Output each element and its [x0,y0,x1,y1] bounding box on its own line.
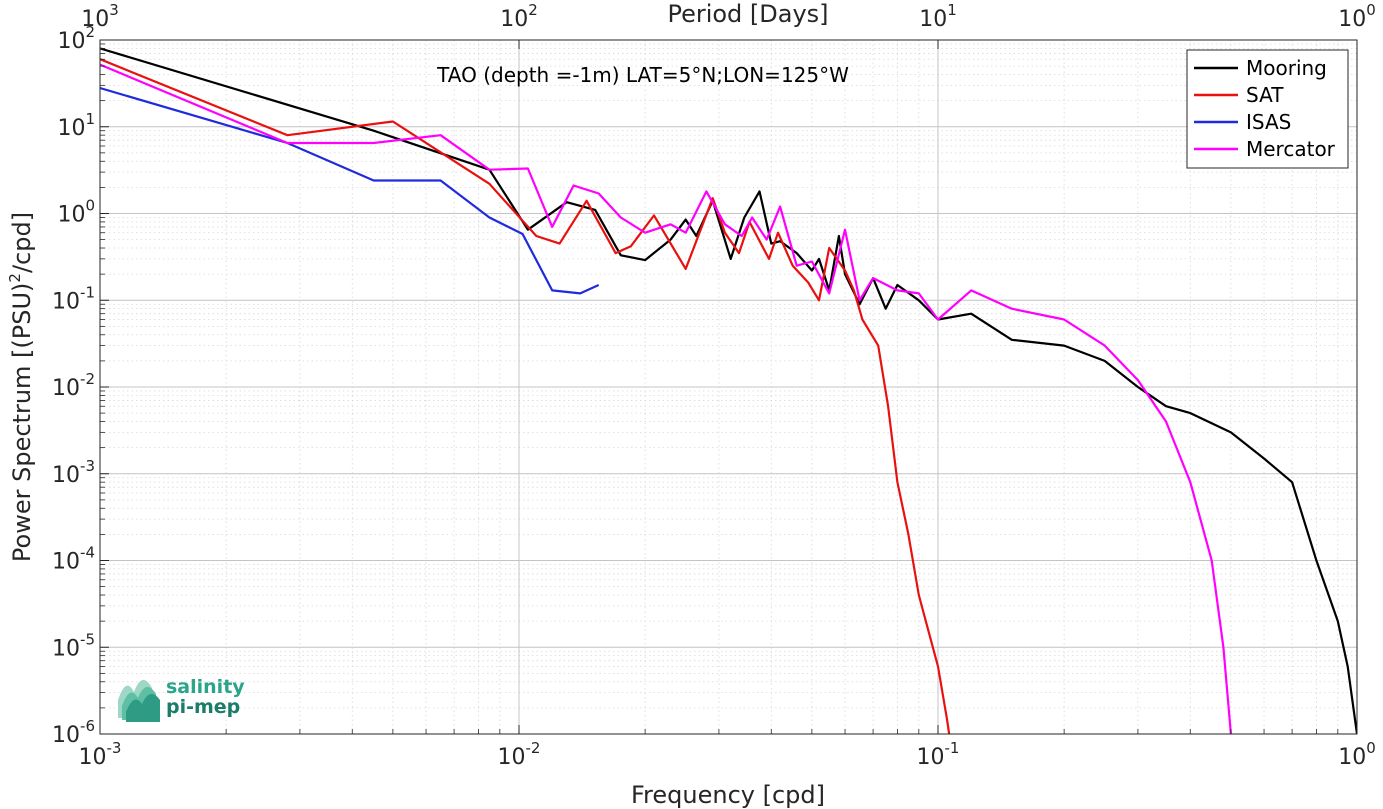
legend-label-mooring: Mooring [1246,56,1327,80]
x-tick-label: 10-2 [498,739,541,770]
y-axis-label-unit: /cpd] [8,212,36,273]
y-tick-base: 10 [52,723,80,748]
y-tick-base: 10 [52,463,80,488]
top-x-tick-base: 10 [81,7,109,32]
x-tick-base: 10 [79,745,107,770]
y-tick-label: 10-4 [52,544,95,575]
x-tick-base: 10 [917,745,945,770]
y-tick-label: 101 [57,110,95,141]
y-tick-base: 10 [57,29,85,54]
top-x-tick-label: 100 [1338,1,1376,32]
x-tick-exponent: 0 [1366,739,1376,757]
top-x-tick-exponent: 3 [109,1,119,19]
top-x-axis-label: Period [Days] [667,0,828,28]
x-tick-base: 10 [1338,745,1366,770]
axis-ticks [99,39,1358,735]
series-line-isas [100,86,600,295]
y-tick-base: 10 [52,289,80,314]
y-tick-base: 10 [52,636,80,661]
x-tick-exponent: -3 [107,739,122,757]
y-tick-exponent: -1 [80,283,95,301]
series-layer [100,47,1357,734]
series-line-mercator [100,63,1232,734]
salinity-pimep-logo: salinity pi-mep [118,676,245,722]
x-tick-label: 10-3 [79,739,122,770]
x-tick-label: 10-1 [917,739,960,770]
x-tick-label: 100 [1338,739,1376,770]
logo-text-pimep: pi-mep [166,696,240,718]
y-tick-exponent: -4 [80,544,95,562]
legend-label-mercator: Mercator [1246,137,1336,161]
y-tick-base: 10 [52,376,80,401]
x-tick-exponent: -2 [526,739,541,757]
logo-text-salinity: salinity [166,676,245,698]
legend-items: Mooring SAT ISAS Mercator [1194,56,1336,161]
y-tick-label: 100 [57,197,95,228]
y-axis-label-main: Power Spectrum [(PSU) [8,283,36,562]
y-tick-base: 10 [57,203,85,228]
y-tick-label: 102 [57,23,95,54]
logo-mark-icon [118,679,160,722]
top-x-tick-base: 10 [919,7,947,32]
top-x-tick-exponent: 2 [528,1,538,19]
y-tick-label: 10-5 [52,630,95,661]
top-x-tick-label: 103 [81,1,119,32]
y-tick-exponent: 1 [85,110,95,128]
legend: Mooring SAT ISAS Mercator [1186,49,1349,169]
y-tick-exponent: -3 [80,457,95,475]
legend-label-isas: ISAS [1246,110,1291,134]
top-x-tick-base: 10 [500,7,528,32]
x-axis-label: Frequency [cpd] [631,781,825,809]
y-tick-label: 10-3 [52,457,95,488]
y-axis-label: Power Spectrum [(PSU)2/cpd] [6,212,36,562]
x-tick-base: 10 [498,745,526,770]
top-x-tick-label: 102 [500,1,538,32]
y-tick-label: 10-2 [52,370,95,401]
series-line-mooring [100,47,1357,734]
y-tick-base: 10 [52,550,80,575]
top-x-tick-exponent: 1 [947,1,957,19]
y-tick-base: 10 [57,116,85,141]
y-tick-exponent: -2 [80,370,95,388]
y-tick-exponent: 0 [85,197,95,215]
legend-label-sat: SAT [1246,83,1284,107]
y-tick-exponent: -6 [80,717,95,735]
top-x-tick-label: 101 [919,1,957,32]
y-axis-label-exponent: 2 [6,273,24,283]
top-x-tick-base: 10 [1338,7,1366,32]
chart-title: TAO (depth =-1m) LAT=5°N;LON=125°W [436,63,849,87]
top-x-tick-exponent: 0 [1366,1,1376,19]
x-tick-exponent: -1 [945,739,960,757]
y-tick-label: 10-6 [52,717,95,748]
y-tick-label: 10-1 [52,283,95,314]
y-tick-exponent: -5 [80,630,95,648]
series-line-sat [100,58,951,734]
y-tick-exponent: 2 [85,23,95,41]
